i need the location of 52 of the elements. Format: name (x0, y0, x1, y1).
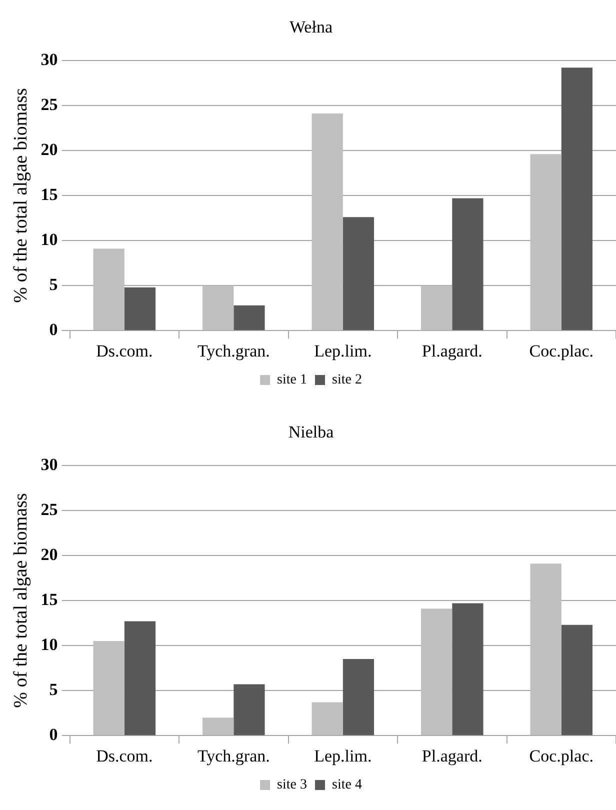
bar (421, 608, 452, 736)
y-tick-label: 5 (49, 274, 58, 294)
y-tick-label: 20 (40, 140, 58, 159)
bar (124, 287, 156, 330)
y-tick-label: 15 (40, 184, 58, 204)
bar (342, 659, 374, 736)
y-tick-label: 25 (40, 500, 58, 519)
bar (561, 68, 593, 330)
bar (202, 286, 234, 330)
bar (561, 624, 593, 736)
bar (93, 641, 124, 736)
x-tick-label: Lep.lim. (314, 341, 372, 360)
x-tick-label: Tych.gran. (197, 341, 270, 360)
chart-title: Nielba (288, 422, 334, 442)
bar (93, 248, 124, 330)
legend-label: site 2 (332, 372, 362, 388)
bar (452, 198, 484, 330)
y-tick-label: 0 (49, 320, 58, 339)
y-tick-label: 5 (49, 680, 58, 699)
x-tick-label: Pl.agard. (422, 746, 482, 766)
bar (421, 286, 452, 330)
legend-label: site 1 (277, 372, 308, 388)
bar (202, 718, 234, 736)
bar (452, 603, 484, 736)
bar (530, 564, 562, 736)
legend-label: site 4 (332, 778, 362, 793)
y-tick-label: 30 (40, 50, 58, 69)
x-tick-label: Pl.agard. (422, 341, 482, 360)
y-tick-label: 30 (40, 454, 58, 474)
bar (234, 684, 265, 736)
y-tick-label: 25 (40, 94, 58, 114)
y-tick-label: 10 (40, 230, 58, 249)
chart-title: Wełna (290, 18, 333, 37)
x-tick-label: Tych.gran. (197, 746, 270, 766)
bar (342, 217, 374, 330)
bar (234, 305, 265, 330)
y-tick-label: 0 (49, 724, 58, 744)
legend-label: site 3 (277, 778, 308, 793)
x-tick-label: Ds.com. (96, 341, 153, 360)
x-tick-label: Coc.plac. (529, 341, 594, 360)
y-tick-label: 20 (40, 544, 58, 564)
y-tick-label: 10 (40, 634, 58, 654)
y-axis-title: % of the total algae biomass (10, 493, 32, 708)
y-tick-label: 15 (40, 590, 58, 609)
x-tick-label: Ds.com. (96, 746, 153, 766)
y-axis-title: % of the total algae biomass (10, 88, 32, 303)
bar (530, 154, 562, 330)
bar (124, 621, 156, 736)
x-tick-label: Coc.plac. (529, 746, 594, 766)
x-tick-label: Lep.lim. (314, 746, 372, 766)
bar (312, 702, 343, 736)
bar (312, 114, 343, 330)
